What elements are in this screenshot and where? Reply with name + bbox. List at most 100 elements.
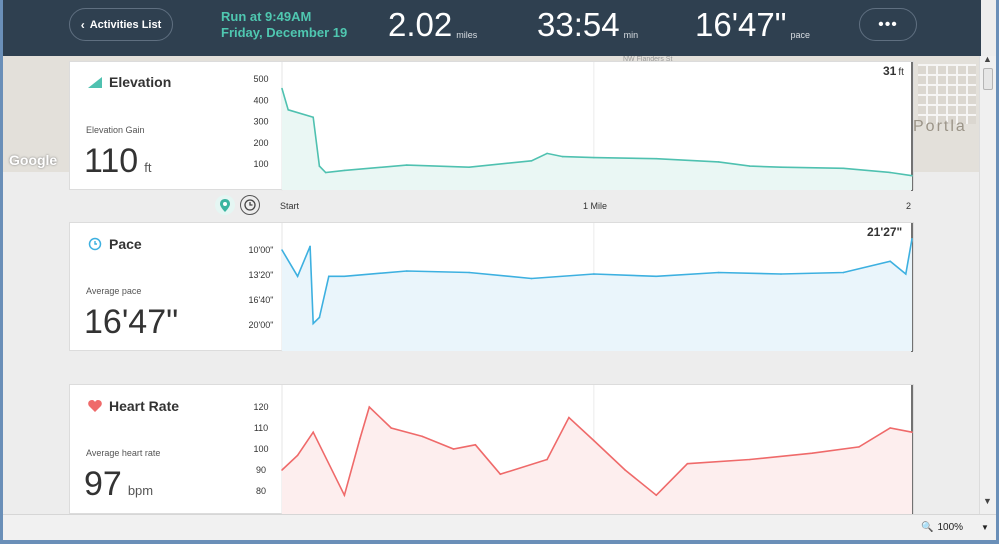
more-icon: ••• bbox=[878, 15, 898, 33]
browser-status-bar: 🔍 100% ▼ bbox=[3, 514, 996, 544]
data-point bbox=[889, 171, 891, 174]
data-point bbox=[324, 171, 327, 174]
y-tick-label: 20'00" bbox=[249, 320, 274, 330]
heart-rate-unit: bpm bbox=[127, 483, 154, 498]
scroll-thumb[interactable] bbox=[983, 68, 993, 90]
clock-icon bbox=[244, 199, 256, 211]
data-point bbox=[655, 494, 658, 496]
activity-content: NW Flanders St Portla Google Elevation E… bbox=[3, 56, 979, 514]
pace-title-text: Pace bbox=[109, 236, 142, 252]
data-point bbox=[359, 437, 361, 440]
pace-unit: pace bbox=[790, 30, 810, 40]
x-axis-mid: 1 Mile bbox=[583, 201, 608, 211]
y-tick-label: 100 bbox=[253, 444, 268, 454]
data-point bbox=[312, 431, 314, 433]
zoom-dropdown-icon[interactable]: ▼ bbox=[981, 523, 989, 532]
elevation-gain-number: 110 bbox=[84, 142, 139, 180]
vertical-scrollbar[interactable]: ▲ ▼ bbox=[979, 54, 996, 514]
pace-chart[interactable]: 10'00" 13'20" 16'40" 20'00" bbox=[245, 223, 914, 352]
data-point bbox=[686, 462, 689, 465]
data-point bbox=[390, 427, 392, 429]
pace-card: Pace Average pace 16'47" 10'00" 13'20" 16'… bbox=[69, 222, 914, 352]
data-point bbox=[281, 87, 283, 90]
y-tick-label: 500 bbox=[253, 74, 268, 84]
data-point bbox=[780, 273, 782, 275]
heart-rate-title-text: Heart Rate bbox=[109, 398, 180, 414]
y-tick-label: 13'20" bbox=[249, 270, 274, 280]
map-street-label: NW Flanders St bbox=[623, 56, 673, 63]
data-point bbox=[468, 166, 470, 168]
data-point bbox=[717, 271, 720, 274]
chevron-left-icon: ‹ bbox=[80, 17, 85, 32]
data-point bbox=[343, 169, 346, 172]
data-point bbox=[889, 260, 891, 263]
data-point bbox=[717, 161, 720, 163]
distance-stat: 2.02 miles bbox=[388, 5, 477, 45]
x-axis-start: Start bbox=[280, 201, 300, 211]
activity-header: ‹ Activities List Run at 9:49AM Friday, … bbox=[3, 0, 981, 56]
data-point bbox=[842, 167, 845, 170]
elevation-peak: 31 ft bbox=[883, 64, 904, 78]
data-point bbox=[749, 458, 751, 461]
data-point bbox=[655, 275, 658, 278]
data-point bbox=[318, 316, 321, 319]
data-point bbox=[911, 431, 913, 433]
data-point bbox=[780, 166, 782, 168]
zoom-control[interactable]: 🔍 100% ▼ bbox=[921, 522, 989, 533]
data-point bbox=[546, 152, 548, 155]
scroll-down-icon[interactable]: ▼ bbox=[983, 496, 992, 506]
elevation-gain-value: 110 ft bbox=[84, 142, 151, 187]
data-point bbox=[474, 444, 477, 446]
data-point bbox=[405, 164, 408, 166]
data-point bbox=[343, 275, 346, 278]
run-title-block: Run at 9:49AM Friday, December 19 bbox=[221, 9, 347, 41]
data-point bbox=[655, 157, 658, 160]
elevation-title-text: Elevation bbox=[109, 74, 172, 90]
run-date: Friday, December 19 bbox=[221, 25, 348, 40]
elevation-gain-label: Elevation Gain bbox=[86, 125, 145, 135]
time-view-toggle[interactable] bbox=[240, 195, 260, 215]
data-point bbox=[309, 245, 311, 248]
average-pace-label: Average pace bbox=[86, 286, 142, 296]
data-point bbox=[368, 406, 371, 408]
elevation-chart[interactable]: 500 400 300 200 100 bbox=[245, 62, 914, 191]
zoom-icon: 🔍 bbox=[921, 522, 934, 533]
google-logo: Google bbox=[9, 152, 58, 168]
window-bottom-edge bbox=[0, 540, 999, 544]
stopwatch-icon bbox=[88, 237, 102, 251]
data-point bbox=[312, 322, 314, 325]
distance-unit: miles bbox=[456, 30, 478, 40]
map-view-toggle[interactable] bbox=[215, 195, 235, 215]
data-point bbox=[568, 416, 570, 419]
data-point bbox=[296, 275, 299, 278]
pace-stat: 16'47" pace bbox=[695, 5, 810, 45]
elevation-peak-value: 31 bbox=[883, 64, 897, 78]
activities-list-button[interactable]: ‹ Activities List bbox=[69, 8, 173, 41]
heart-rate-chart[interactable]: 120 110 100 90 80 bbox=[245, 385, 914, 514]
duration-unit: min bbox=[623, 30, 639, 40]
data-point bbox=[530, 160, 533, 162]
data-point bbox=[904, 273, 907, 275]
data-point bbox=[842, 271, 845, 274]
map-city-grid bbox=[918, 64, 976, 124]
data-point bbox=[593, 439, 595, 442]
data-point bbox=[327, 275, 330, 278]
duration-stat: 33:54 min bbox=[537, 5, 638, 45]
data-point bbox=[405, 270, 408, 272]
data-point bbox=[421, 435, 424, 438]
scroll-up-icon[interactable]: ▲ bbox=[983, 54, 992, 64]
data-point bbox=[624, 469, 626, 471]
data-point bbox=[318, 165, 321, 167]
run-title: Run at 9:49AM bbox=[221, 9, 312, 24]
data-point bbox=[499, 473, 502, 475]
y-tick-label: 200 bbox=[253, 138, 268, 148]
y-tick-label: 16'40" bbox=[249, 295, 274, 305]
data-point bbox=[593, 156, 595, 159]
data-point bbox=[911, 174, 913, 177]
data-point bbox=[468, 271, 470, 274]
back-label: Activities List bbox=[89, 18, 162, 31]
y-tick-label: 80 bbox=[256, 486, 266, 496]
more-options-button[interactable]: ••• bbox=[859, 8, 917, 41]
x-axis-end: 2 bbox=[906, 201, 912, 211]
heart-rate-number: 97 bbox=[84, 465, 122, 503]
